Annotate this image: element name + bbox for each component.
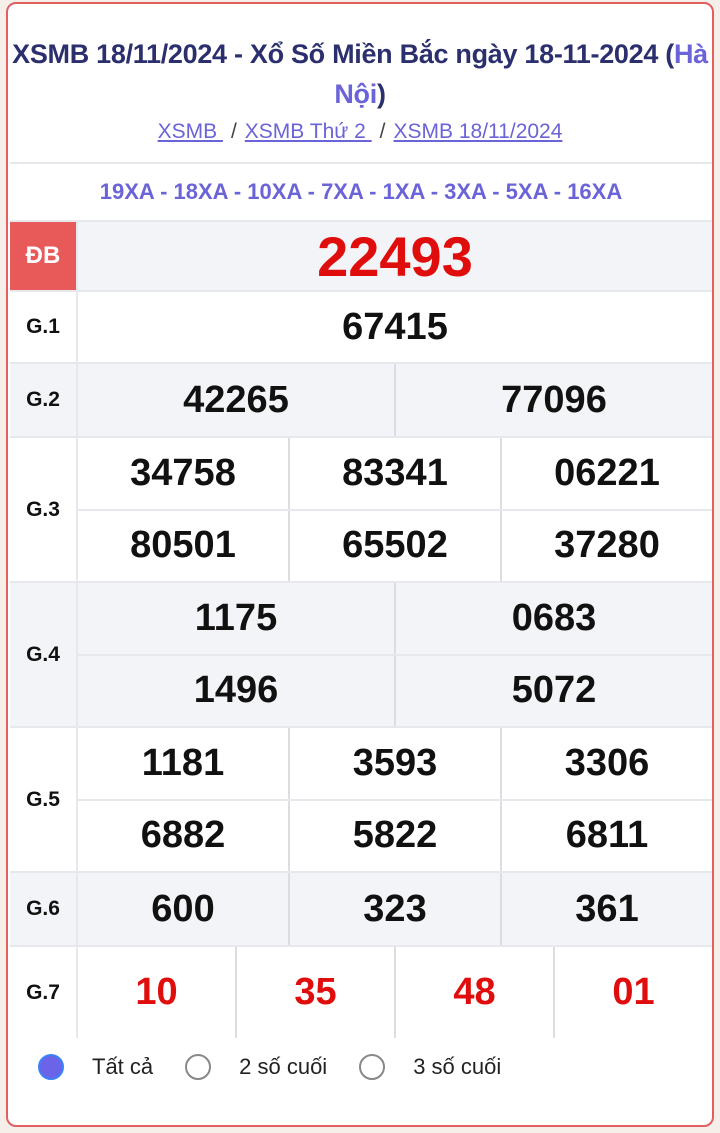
filter-label[interactable]: 2 số cuối xyxy=(239,1054,328,1079)
prize-number: 01 xyxy=(553,947,712,1038)
prize-label: G.7 xyxy=(10,947,78,1038)
prize-label: G.2 xyxy=(10,364,78,436)
title-close: ) xyxy=(376,79,386,109)
breadcrumb-separator: / xyxy=(230,120,237,143)
prize-number: 5822 xyxy=(288,800,500,871)
digit-filter: Tất cả 2 số cuối 3 số cuối xyxy=(38,1054,533,1080)
prize-row-g2: G.2 42265 77096 xyxy=(10,362,712,436)
prize-label: G.4 xyxy=(10,583,78,726)
prize-number: 6811 xyxy=(500,800,712,871)
prize-number: 83341 xyxy=(288,438,500,509)
page-title: XSMB 18/11/2024 - Xổ Số Miền Bắc ngày 18… xyxy=(8,34,712,114)
prize-number: 67415 xyxy=(342,305,448,348)
breadcrumb-xsmb-thu2[interactable]: XSMB Thứ 2 xyxy=(244,120,372,143)
title-location: Hà Nội xyxy=(334,39,708,109)
prize-number: 0683 xyxy=(394,583,712,654)
prize-number: 22493 xyxy=(317,224,473,288)
prize-number: 361 xyxy=(500,873,712,945)
breadcrumb-xsmb[interactable]: XSMB xyxy=(157,120,223,143)
prize-label: G.3 xyxy=(10,438,78,581)
prize-number: 06221 xyxy=(500,438,712,509)
prize-number: 42265 xyxy=(183,378,289,421)
prize-row-g3: G.3 34758 83341 06221 80501 65502 37280 xyxy=(10,436,712,581)
prize-label: G.1 xyxy=(10,292,78,362)
prize-number: 10 xyxy=(135,971,178,1013)
prize-number: 5072 xyxy=(394,655,712,726)
prize-row-g6: G.6 600 323 361 xyxy=(10,871,712,945)
breadcrumb-separator: / xyxy=(379,120,386,143)
prize-number: 3306 xyxy=(500,728,712,799)
prize-number: 37280 xyxy=(500,510,712,581)
prize-number: 600 xyxy=(151,887,215,930)
prize-number: 1175 xyxy=(194,596,278,639)
prize-number: 80501 xyxy=(130,524,236,567)
results-card: XSMB 18/11/2024 - Xổ Số Miền Bắc ngày 18… xyxy=(6,2,714,1127)
filter-label[interactable]: Tất cả xyxy=(92,1054,154,1079)
title-text: XSMB 18/11/2024 - Xổ Số Miền Bắc ngày 18… xyxy=(12,39,674,69)
prize-row-g7: G.7 10 35 48 01 xyxy=(10,945,712,1038)
prize-number: 65502 xyxy=(288,510,500,581)
breadcrumb-xsmb-date[interactable]: XSMB 18/11/2024 xyxy=(393,120,563,143)
prize-number: 77096 xyxy=(394,364,712,436)
prize-row-g1: G.1 67415 xyxy=(10,290,712,362)
prize-number: 3593 xyxy=(288,728,500,799)
prize-row-g4: G.4 1175 0683 1496 5072 xyxy=(10,581,712,726)
prize-number: 48 xyxy=(394,947,553,1038)
prize-label: ĐB xyxy=(10,222,78,290)
prize-number: 35 xyxy=(235,947,394,1038)
filter-radio[interactable] xyxy=(359,1054,386,1080)
breadcrumb: XSMB / XSMB Thứ 2 / XSMB 18/11/2024 xyxy=(8,120,712,144)
prize-number: 6882 xyxy=(140,814,226,857)
prize-label: G.6 xyxy=(10,873,78,945)
filter-radio[interactable] xyxy=(38,1054,64,1080)
prize-row-đb: ĐB 22493 xyxy=(10,220,712,290)
prize-number: 323 xyxy=(288,873,500,945)
prize-number: 1181 xyxy=(141,741,225,784)
prize-row-g5: G.5 1181 3593 3306 6882 5822 6811 xyxy=(10,726,712,871)
prize-number: 34758 xyxy=(130,451,236,494)
prize-label: G.5 xyxy=(10,728,78,871)
filter-radio[interactable] xyxy=(185,1054,212,1080)
ticket-codes: 19XA - 18XA - 10XA - 7XA - 1XA - 3XA - 5… xyxy=(10,162,712,220)
filter-label[interactable]: 3 số cuối xyxy=(413,1054,502,1079)
results-table: 19XA - 18XA - 10XA - 7XA - 1XA - 3XA - 5… xyxy=(10,162,712,1038)
prize-number: 1496 xyxy=(193,669,279,712)
